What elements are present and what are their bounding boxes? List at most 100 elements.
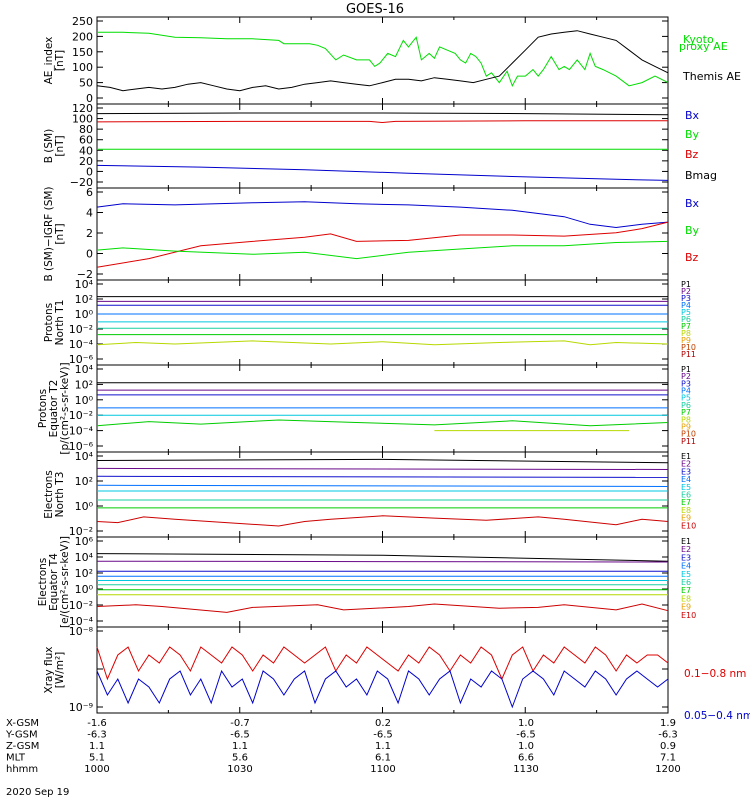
y-axis-label: North T1 bbox=[54, 300, 66, 346]
legend-e10: E10 bbox=[681, 611, 696, 620]
y-tick-label: 10⁴ bbox=[75, 363, 94, 376]
legend-p6: P6 bbox=[681, 401, 691, 410]
legend-entry: 0.1−0.8 nm bbox=[684, 668, 746, 680]
y-tick-label: 10⁻⁴ bbox=[69, 425, 94, 438]
legend-e4: E4 bbox=[681, 475, 691, 484]
y-tick-label: 10² bbox=[75, 293, 93, 306]
y-tick-label: 6 bbox=[86, 186, 93, 199]
y-tick-label: 10⁴ bbox=[75, 278, 94, 291]
legend-e5: E5 bbox=[681, 483, 691, 492]
x-value: 5.6 bbox=[232, 753, 248, 764]
y-tick-label: 40 bbox=[79, 144, 93, 157]
x-value: 0.2 bbox=[375, 718, 391, 729]
y-tick-label: 10⁶ bbox=[75, 535, 94, 548]
y-axis-label: [nT] bbox=[54, 223, 66, 244]
series-group-bsm bbox=[96, 112, 669, 181]
panel-frame bbox=[96, 451, 669, 538]
series-group-xray bbox=[96, 646, 669, 709]
legend-entry: Bx bbox=[685, 197, 700, 210]
y-tick-label: 10⁴ bbox=[75, 450, 94, 463]
x-value: 6.1 bbox=[375, 753, 391, 764]
x-value: -6.5 bbox=[230, 730, 250, 741]
y-axis-label: B (SM)−IGRF (SM) bbox=[43, 186, 55, 281]
x-value: 1.0 bbox=[518, 741, 534, 752]
y-axis-label: Protons bbox=[37, 389, 49, 428]
x-value: 1.1 bbox=[375, 741, 391, 752]
series-group-pnorth bbox=[96, 296, 669, 346]
y-axis-label: AE_index bbox=[43, 37, 55, 85]
x-value: -0.7 bbox=[230, 718, 250, 729]
x-value: 7.1 bbox=[660, 753, 676, 764]
y-tick-label: 10² bbox=[75, 567, 93, 580]
x-value: 1130 bbox=[513, 764, 538, 775]
legend-p8: P8 bbox=[681, 329, 691, 338]
legend-p1: P1 bbox=[681, 365, 691, 374]
y-tick-label: 10⁻² bbox=[69, 599, 93, 612]
row-label: MLT bbox=[6, 753, 26, 764]
x-value: -6.3 bbox=[658, 730, 678, 741]
y-tick-label: 80 bbox=[79, 123, 93, 136]
series-e1 bbox=[96, 553, 669, 562]
y-tick-label: 250 bbox=[72, 15, 93, 28]
y-tick-label: 100 bbox=[72, 113, 93, 126]
legend-entry: Bx bbox=[685, 109, 700, 122]
legend-p9: P9 bbox=[681, 422, 691, 431]
series-themis-ae bbox=[96, 30, 669, 92]
legend-entry: Kyoto bbox=[683, 33, 714, 46]
panel-frame bbox=[96, 536, 669, 628]
legend-e10: E10 bbox=[681, 521, 696, 530]
row-label: Y-GSM bbox=[5, 730, 38, 741]
legend-e4: E4 bbox=[681, 562, 691, 571]
x-value: 5.1 bbox=[89, 753, 105, 764]
panel-frame bbox=[96, 103, 669, 189]
series-group-peq bbox=[96, 382, 669, 432]
y-tick-label: 0 bbox=[86, 165, 93, 178]
x-value: 1.1 bbox=[89, 741, 105, 752]
panel-frame bbox=[96, 187, 669, 281]
x-axis-table: X-GSMY-GSMZ-GSMMLThhmm-1.6-6.31.15.11000… bbox=[5, 718, 681, 775]
x-value: -6.5 bbox=[373, 730, 393, 741]
y-axis-label: Equator T2 bbox=[48, 380, 60, 438]
panel-pnorth: 10⁴ 10² 10⁰ 10⁻² 10⁻⁴ 10⁻⁶ Protons North T1 P1P2… bbox=[43, 278, 696, 366]
legend-p11: P11 bbox=[681, 350, 696, 359]
series-group-eeq bbox=[96, 553, 669, 613]
series-0-05-0-4-nm bbox=[96, 669, 669, 709]
legend-p8: P8 bbox=[681, 415, 691, 424]
y-axis-label: [p/(cm²-s-sr-keV)] bbox=[59, 362, 71, 454]
x-value: -6.5 bbox=[516, 730, 536, 741]
y-tick-label: 10⁻² bbox=[69, 525, 93, 538]
legend-p4: P4 bbox=[681, 301, 691, 310]
legend-p3: P3 bbox=[681, 379, 691, 388]
y-axis-label: North T3 bbox=[54, 472, 66, 518]
legend-p2: P2 bbox=[681, 287, 691, 296]
y-axis-label: [e/(cm²-s-sr-keV)] bbox=[59, 536, 71, 628]
legend-e1: E1 bbox=[681, 537, 691, 546]
y-tick-label: 10⁻⁴ bbox=[69, 338, 94, 351]
legend-p5: P5 bbox=[681, 394, 691, 403]
x-value: 1030 bbox=[227, 764, 252, 775]
x-value: 1.0 bbox=[518, 718, 534, 729]
x-value: 0.9 bbox=[660, 741, 676, 752]
legend-e6: E6 bbox=[681, 578, 691, 587]
x-value: 1.1 bbox=[232, 741, 248, 752]
legend-entry: Bz bbox=[685, 148, 699, 161]
legend-e8: E8 bbox=[681, 506, 691, 515]
legend-e2: E2 bbox=[681, 460, 691, 469]
y-axis-label: [nT] bbox=[54, 50, 66, 71]
series-bz bbox=[96, 120, 668, 124]
y-tick-label: 4 bbox=[86, 207, 93, 220]
legend-entry: Themis AE bbox=[682, 70, 741, 83]
series-bx bbox=[96, 164, 669, 181]
series-bz bbox=[96, 221, 669, 268]
series-e3 bbox=[96, 475, 669, 478]
series-e2 bbox=[96, 560, 669, 563]
y-axis-label: Electrons bbox=[43, 470, 55, 519]
row-label: hhmm bbox=[6, 764, 38, 775]
y-tick-label: 100 bbox=[72, 61, 93, 74]
y-tick-label: 20 bbox=[79, 155, 93, 168]
legend-e5: E5 bbox=[681, 570, 691, 579]
y-axis-label: [W/m²] bbox=[54, 652, 66, 689]
y-tick-label: 10⁻⁸ bbox=[69, 625, 94, 638]
